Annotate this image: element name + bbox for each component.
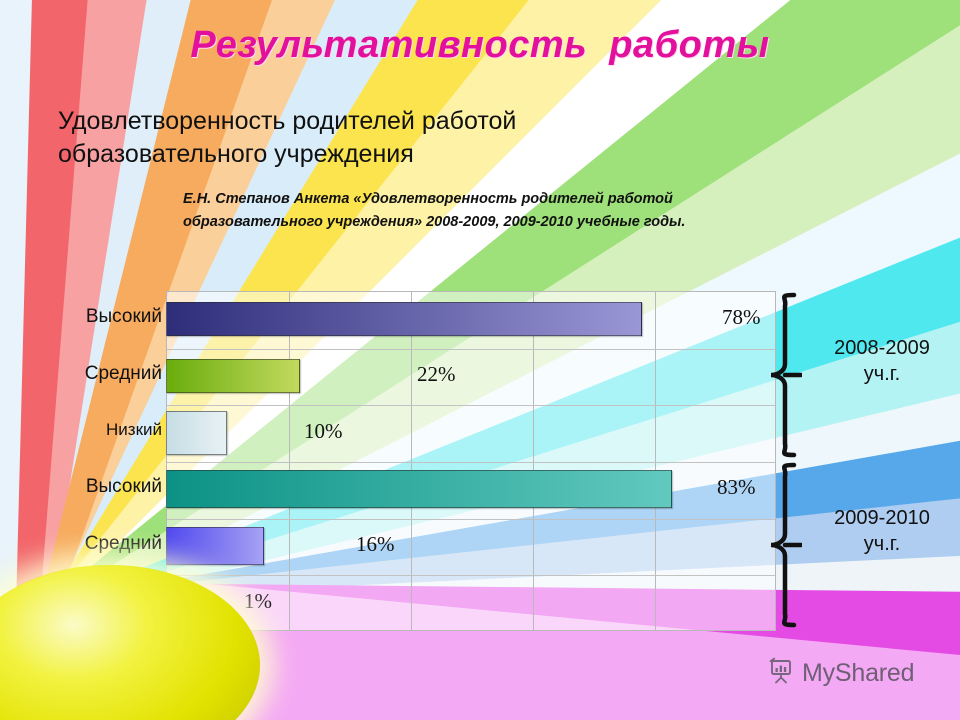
chart-bar (166, 302, 642, 337)
chart-gridline-horizontal (167, 519, 775, 520)
watermark-text: MyShared (802, 658, 915, 687)
chart-category-label: Средний (84, 533, 162, 554)
slide-subtitle: Удовлетворенность родителей работой обра… (58, 107, 517, 168)
projector-screen-icon (768, 657, 795, 689)
chart-gridline-vertical (655, 292, 656, 630)
chart-gridline-vertical (289, 292, 290, 630)
source-note: Е.Н. Степанов Анкета «Удовлетворенность … (183, 191, 686, 231)
chart-bar (166, 527, 264, 565)
chart-gridline-horizontal (167, 405, 775, 406)
group-label-2008: 2008-2009 уч.г. (834, 337, 930, 385)
chart-gridline-horizontal (167, 462, 775, 463)
chart-category-label: Средний (84, 363, 162, 384)
group-brace-2009 (768, 462, 802, 628)
group-brace-2008 (768, 292, 802, 458)
myshared-watermark: MyShared (768, 657, 915, 689)
chart-category-label: Высокий (85, 476, 162, 498)
chart-bar (166, 359, 301, 393)
chart-category-label: Высокий (85, 306, 162, 328)
bar-chart-plot-area (166, 291, 776, 631)
chart-value-label: 83% (717, 475, 756, 500)
chart-value-label: 1% (244, 588, 272, 613)
chart-value-label: 10% (304, 418, 343, 443)
chart-value-label: 16% (356, 532, 395, 556)
group-label-2009: 2009-2010 уч.г. (834, 507, 930, 555)
chart-bar (166, 410, 227, 455)
chart-gridline-vertical (411, 292, 412, 630)
page-title: Результативность работы (190, 24, 770, 66)
chart-gridline-horizontal (167, 349, 775, 350)
chart-value-label: 78% (722, 305, 761, 330)
chart-bar (166, 470, 673, 509)
chart-gridline-horizontal (167, 575, 775, 576)
chart-gridline-vertical (533, 292, 534, 630)
chart-value-label: 22% (417, 362, 456, 386)
chart-category-label: Низкий (106, 419, 162, 439)
